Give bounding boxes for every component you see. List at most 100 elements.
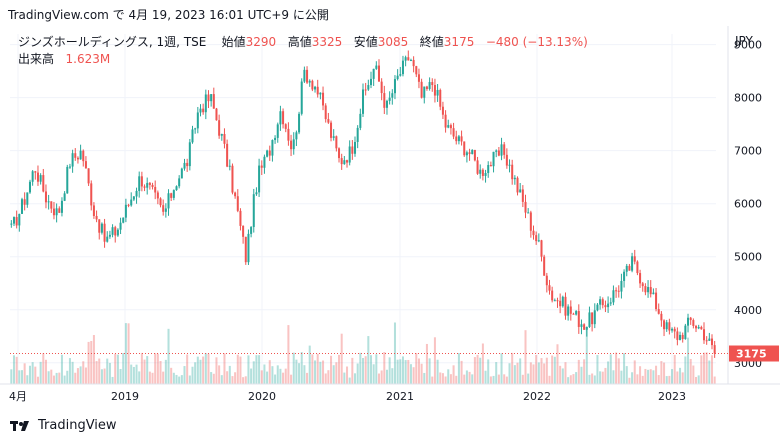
y-tick-label: 6000 bbox=[734, 198, 762, 211]
candle-body bbox=[516, 177, 519, 193]
candle-body bbox=[401, 60, 404, 75]
candle-body bbox=[346, 160, 349, 163]
volume-bar bbox=[519, 358, 522, 384]
volume-bar bbox=[380, 370, 383, 384]
candle-body bbox=[388, 97, 391, 101]
volume-bar bbox=[540, 358, 543, 384]
candle-body bbox=[82, 150, 85, 162]
candle-body bbox=[441, 106, 444, 115]
candle-body bbox=[399, 74, 402, 76]
volume-bar bbox=[308, 345, 311, 384]
candle-body bbox=[519, 189, 522, 193]
volume-bar bbox=[420, 363, 423, 384]
candle-body bbox=[183, 162, 186, 169]
candle-body bbox=[631, 256, 634, 271]
volume-bar bbox=[511, 352, 514, 384]
volume-bar bbox=[452, 365, 455, 384]
candle-body bbox=[276, 124, 279, 138]
candle-body bbox=[452, 128, 455, 137]
candle-body bbox=[55, 208, 58, 216]
volume-bar bbox=[351, 357, 354, 384]
candle-body bbox=[628, 265, 631, 271]
chart-area[interactable]: 3000 4000 5000 6000 7000 8000 9000 4月 2019 2020 20… bbox=[0, 26, 780, 411]
volume-bar bbox=[295, 359, 298, 384]
candle-body bbox=[84, 161, 87, 169]
volume-bar bbox=[98, 358, 101, 384]
volume-bar bbox=[244, 376, 247, 384]
candle-body bbox=[151, 184, 154, 187]
legend-row-volume: 出来高 1.623M bbox=[18, 51, 588, 68]
volume-bar bbox=[700, 355, 703, 384]
volume-bar bbox=[207, 353, 210, 384]
volume-bar bbox=[607, 361, 610, 384]
volume-bar bbox=[481, 343, 484, 384]
volume-bar bbox=[615, 352, 618, 384]
candle-body bbox=[543, 256, 546, 276]
footer-brand[interactable]: TradingView bbox=[10, 418, 117, 433]
candle-body bbox=[367, 85, 370, 90]
volume-bar bbox=[713, 376, 716, 384]
candle-body bbox=[135, 190, 138, 197]
volume-bar bbox=[652, 370, 655, 384]
volume-bar bbox=[657, 375, 660, 384]
candle-body bbox=[396, 75, 399, 80]
volume-bar bbox=[692, 365, 695, 384]
volume-bar bbox=[327, 370, 330, 384]
volume-bar bbox=[111, 376, 114, 384]
candle-body bbox=[710, 338, 714, 346]
candle-body bbox=[695, 325, 698, 329]
candle-body bbox=[497, 150, 500, 156]
volume-layer bbox=[10, 322, 716, 384]
volume-bar bbox=[644, 368, 647, 384]
volume-bar bbox=[473, 357, 476, 384]
volume-bar bbox=[383, 352, 386, 384]
volume-bar bbox=[559, 365, 562, 384]
candle-body bbox=[188, 142, 191, 167]
candle-body bbox=[537, 240, 540, 242]
volume-bar bbox=[553, 356, 556, 384]
candle-body bbox=[713, 345, 716, 354]
volume-bar bbox=[50, 369, 53, 384]
x-tick-label: 2021 bbox=[386, 390, 414, 403]
volume-bar bbox=[695, 376, 698, 384]
candle-body bbox=[15, 217, 18, 226]
candle-body bbox=[409, 59, 412, 61]
volume-bar bbox=[609, 354, 612, 384]
volume-bar bbox=[290, 374, 293, 384]
candle-body bbox=[196, 112, 199, 129]
candle-body bbox=[575, 311, 578, 315]
candle-body bbox=[551, 290, 554, 301]
volume-bar bbox=[391, 368, 394, 384]
candle-body bbox=[148, 182, 151, 185]
volume-bar bbox=[604, 367, 607, 384]
candle-body bbox=[489, 165, 492, 167]
candle-body bbox=[298, 113, 301, 133]
candle-body bbox=[599, 299, 602, 305]
volume-bar bbox=[52, 375, 55, 384]
candle-body bbox=[609, 302, 612, 304]
volume-bar bbox=[204, 353, 207, 384]
volume-bar bbox=[116, 354, 119, 384]
volume-bar bbox=[292, 352, 295, 384]
volume-bar bbox=[76, 368, 79, 384]
candle-body bbox=[92, 205, 95, 216]
volume-bar bbox=[633, 360, 636, 384]
volume-bar bbox=[311, 354, 314, 384]
volume-bar bbox=[175, 374, 178, 384]
candle-body bbox=[596, 304, 599, 311]
volume-bar bbox=[332, 365, 335, 384]
candle-body bbox=[436, 89, 439, 96]
volume-bar bbox=[34, 366, 37, 384]
candle-body bbox=[122, 217, 125, 223]
volume-bar bbox=[620, 370, 623, 384]
volume-bar bbox=[103, 368, 106, 384]
volume-bar bbox=[436, 359, 439, 384]
volume-bar bbox=[521, 374, 524, 384]
candle-body bbox=[572, 313, 575, 315]
volume-bar bbox=[236, 354, 239, 384]
volume-bar bbox=[127, 323, 130, 384]
candle-body bbox=[268, 150, 271, 156]
volume-bar bbox=[90, 340, 93, 384]
volume-bar bbox=[306, 372, 309, 384]
